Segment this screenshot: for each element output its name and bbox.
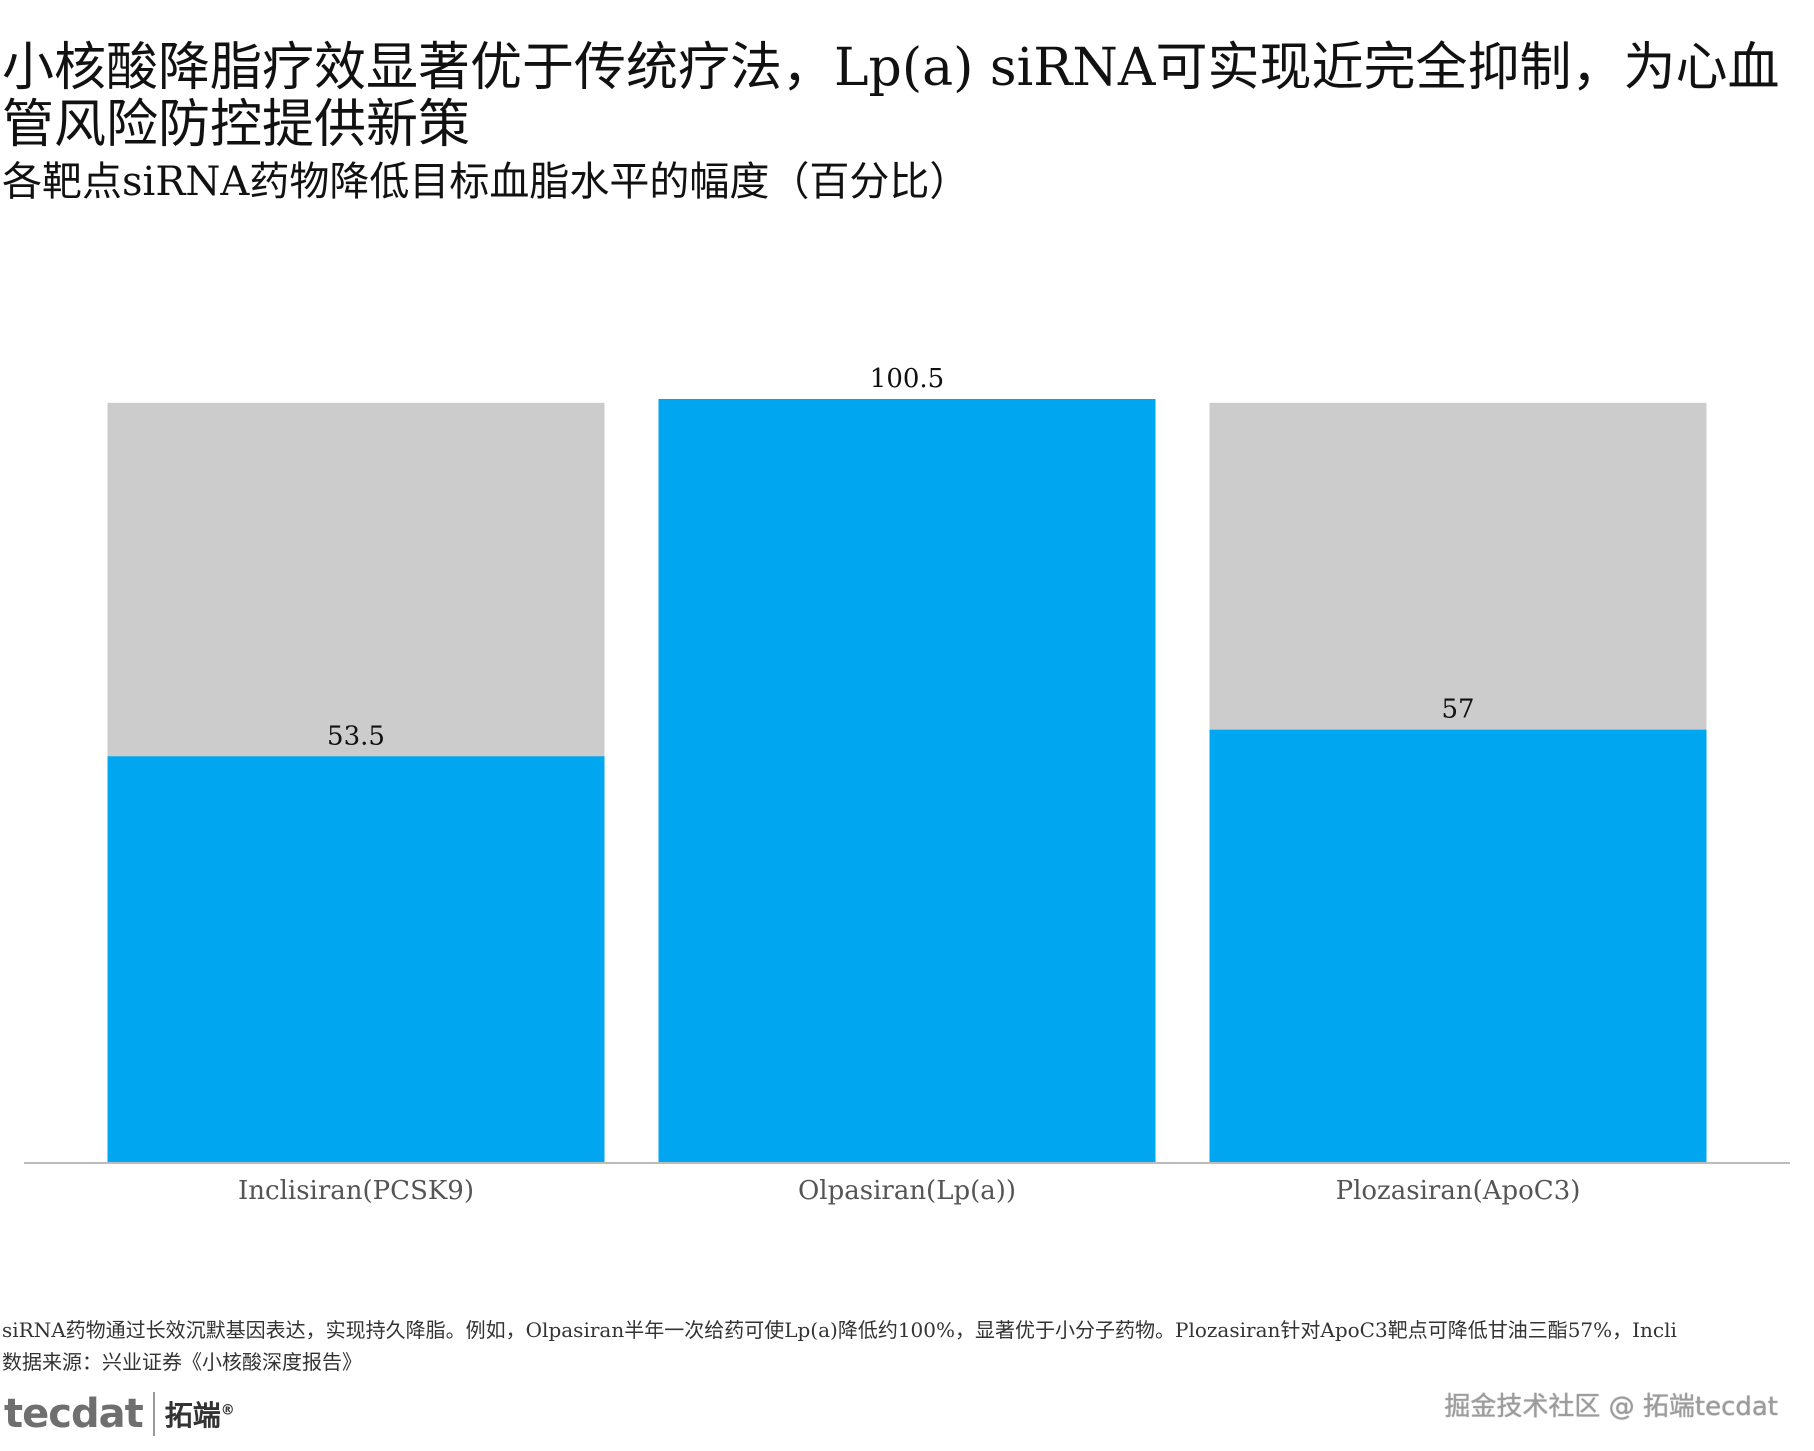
bar [1209, 729, 1707, 1163]
data-label: 100.5 [870, 364, 944, 394]
chart-subtitle: 各靶点siRNA药物降低目标血脂水平的幅度（百分比） [2, 159, 970, 205]
brand-logo: tecdat 拓端® [4, 1384, 235, 1444]
x-tick-label: Inclisiran(PCSK9) [238, 1176, 474, 1206]
data-label: 53.5 [327, 721, 385, 751]
chart-title: 小核酸降脂疗效显著优于传统疗法，Lp(a) siRNA可实现近完全抑制，为心血管… [2, 38, 1780, 155]
logo-cn-text: 拓端 [164, 1399, 221, 1432]
bar [107, 756, 605, 1163]
footnote: siRNA药物通过长效沉默基因表达，实现持久降脂。例如，Olpasiran半年一… [2, 1318, 1677, 1342]
x-tick-label: Plozasiran(ApoC3) [1336, 1176, 1581, 1206]
watermark: 掘金技术社区 @ 拓端tecdat [1444, 1392, 1778, 1422]
bar [658, 399, 1156, 1163]
logo-divider [152, 1392, 155, 1436]
x-tick-label: Olpasiran(Lp(a)) [798, 1176, 1016, 1206]
source-note: 数据来源：兴业证券《小核酸深度报告》 [2, 1350, 362, 1374]
logo-registered-mark: ® [220, 1402, 235, 1419]
logo-text: 拓端® [165, 1394, 235, 1434]
logo-mark: tecdat [4, 1391, 144, 1437]
data-label: 57 [1441, 695, 1474, 725]
